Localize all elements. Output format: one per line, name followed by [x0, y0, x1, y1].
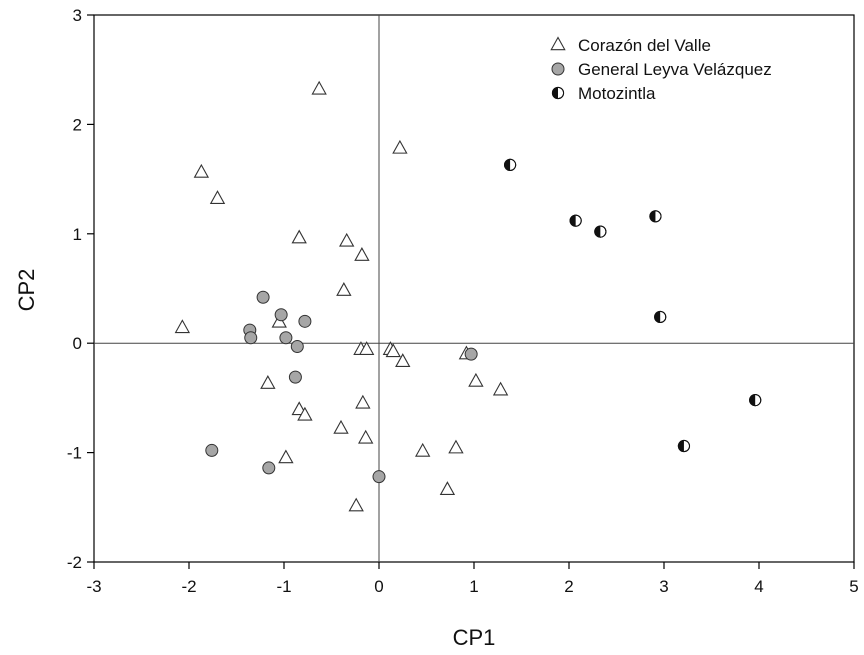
corazon-del-valle-point [260, 375, 276, 389]
x-tick-label: 4 [754, 577, 763, 596]
legend-item-general-leyva: General Leyva Velázquez [551, 60, 772, 79]
motozintla-point [569, 214, 582, 227]
x-tick-label: 5 [849, 577, 858, 596]
corazon-del-valle-point [385, 343, 401, 358]
corazon-del-valle-point [311, 80, 327, 95]
legend-marker [551, 62, 565, 76]
motozintla-point [649, 210, 662, 223]
plot-frame [93, 14, 855, 563]
y-tick-label: -2 [67, 553, 82, 572]
general-leyva-point [464, 347, 478, 361]
legend-label: Corazón del Valle [578, 36, 711, 55]
x-tick-label: 0 [374, 577, 383, 596]
x-tick-label: 3 [659, 577, 668, 596]
corazon-del-valle-point [439, 481, 456, 495]
x-tick-label: 1 [469, 577, 478, 596]
general-leyva-point [290, 339, 304, 353]
legend-marker [551, 86, 565, 100]
y-tick-label: 0 [73, 334, 82, 353]
corazon-del-valle-point [278, 449, 294, 464]
general-leyva-point [279, 331, 293, 345]
y-tick-label: 3 [73, 6, 82, 25]
motozintla-point [654, 310, 667, 324]
motozintla-point [749, 393, 762, 407]
corazon-del-valle-point [193, 163, 210, 178]
legend: Corazón del Valle General Leyva Velázquez… [550, 36, 772, 103]
corazon-del-valle-point [333, 419, 349, 434]
corazon-del-valle-point [297, 406, 313, 421]
general-leyva-point [372, 470, 386, 484]
general-leyva-point [298, 314, 312, 328]
x-tick-label: -3 [86, 577, 101, 596]
motozintla-point [677, 439, 691, 453]
general-leyva-point [256, 290, 270, 304]
corazon-del-valle-point [415, 442, 431, 457]
corazon-del-valle-point [339, 232, 355, 247]
y-tick-label: -1 [67, 444, 82, 463]
legend-label: Motozintla [578, 84, 656, 103]
y-tick-label: 2 [73, 115, 82, 134]
motozintla-point [594, 225, 607, 238]
corazon-del-valle-point [174, 319, 191, 334]
legend-item-motozintla: Motozintla [551, 84, 656, 103]
general-leyva-point [288, 370, 302, 384]
corazon-del-valle-point [492, 381, 509, 396]
y-axis-title: CP2 [14, 269, 39, 312]
corazon-del-valle-point [448, 439, 464, 454]
general-leyva-point [274, 308, 288, 322]
y-tick-label: 1 [73, 225, 82, 244]
corazon-del-valle-point [358, 429, 374, 444]
general-leyva-point [205, 443, 219, 457]
x-tick-label: 2 [564, 577, 573, 596]
general-leyva-point [262, 461, 276, 475]
general-leyva-point [244, 331, 258, 345]
corazon-del-valle-point [468, 372, 484, 387]
corazon-del-valle-point [336, 282, 352, 296]
corazon-del-valle-point [395, 353, 411, 367]
legend-item-corazon-del-valle: Corazón del Valle [550, 36, 711, 55]
legend-marker [550, 36, 566, 51]
corazon-del-valle-point [209, 190, 226, 204]
x-tick-label: -1 [276, 577, 291, 596]
corazon-del-valle-point [348, 497, 364, 512]
corazon-del-valle-point [291, 229, 307, 244]
legend-label: General Leyva Velázquez [578, 60, 772, 79]
corazon-del-valle-point [354, 247, 370, 261]
corazon-del-valle-point [392, 139, 408, 154]
corazon-del-valle-point [355, 394, 371, 409]
x-axis-title: CP1 [453, 625, 496, 650]
motozintla-point [504, 158, 517, 171]
x-tick-label: -2 [181, 577, 196, 596]
data-points [174, 80, 762, 512]
corazon-del-valle-point [358, 341, 375, 355]
